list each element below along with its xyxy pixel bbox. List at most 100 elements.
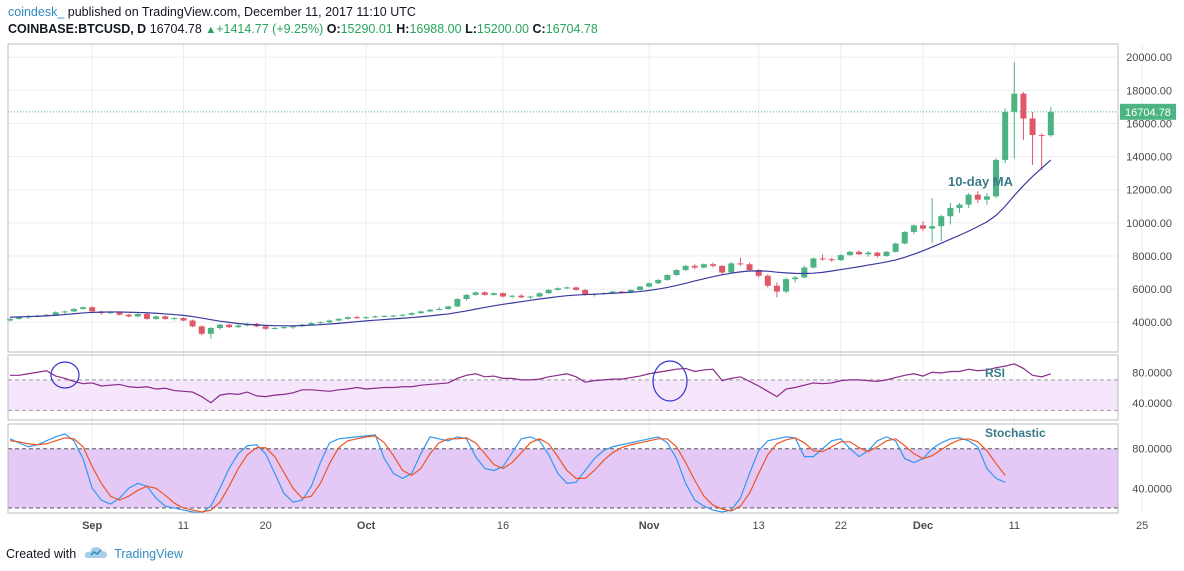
rsi-tick-label: 80.0000 bbox=[1132, 367, 1172, 379]
candle-body bbox=[719, 265, 726, 273]
candle-body bbox=[445, 306, 452, 309]
candle-body bbox=[682, 265, 689, 271]
candle-body bbox=[1002, 111, 1009, 160]
y-tick-label: 8000.00 bbox=[1132, 251, 1172, 263]
candle-body bbox=[61, 311, 68, 313]
candle-body bbox=[1029, 118, 1036, 136]
grid-lines bbox=[8, 44, 1143, 513]
open-label: O: bbox=[326, 22, 341, 36]
price-tag bbox=[1120, 103, 1176, 120]
candle-body bbox=[627, 289, 634, 293]
candle-body bbox=[134, 313, 141, 317]
x-tick-label: Dec bbox=[913, 520, 933, 532]
ma10-line bbox=[9, 159, 1052, 327]
candle-body bbox=[235, 325, 242, 328]
y-tick-label: 6000.00 bbox=[1132, 284, 1172, 296]
rsi-line-group bbox=[10, 363, 1052, 404]
ma-line-group bbox=[9, 159, 1052, 327]
candle-body bbox=[755, 270, 762, 276]
stoch-tick-label: 80.0000 bbox=[1132, 444, 1172, 456]
candle-body bbox=[983, 196, 990, 200]
close-value: 16704.78 bbox=[545, 22, 598, 36]
candle-body bbox=[746, 264, 753, 271]
candle-body bbox=[965, 194, 972, 205]
x-tick-label: 11 bbox=[178, 520, 189, 532]
candle-body bbox=[381, 315, 388, 317]
stoch-tick-label: 40.0000 bbox=[1132, 483, 1172, 495]
candle-body bbox=[554, 288, 561, 290]
candle-body bbox=[609, 291, 616, 294]
candle-body bbox=[710, 264, 717, 266]
candle-body bbox=[363, 317, 370, 319]
stoch-title: Stochastic bbox=[985, 426, 1046, 440]
candle-body bbox=[655, 279, 662, 284]
candle-body bbox=[125, 314, 132, 317]
low-value: 15200.00 bbox=[476, 22, 530, 36]
x-tick-label: 16 bbox=[497, 520, 509, 532]
rsi-band-fill bbox=[8, 379, 1118, 411]
candle-body bbox=[509, 295, 516, 297]
y-tick-label: 4000.00 bbox=[1132, 317, 1172, 329]
close-label: C: bbox=[532, 22, 546, 36]
candle-body bbox=[463, 294, 470, 300]
footer: Created with TradingView bbox=[6, 545, 183, 562]
candle-body bbox=[865, 252, 872, 255]
candle-body bbox=[52, 312, 59, 315]
candle-body bbox=[116, 312, 123, 315]
last-price: 16704.78 bbox=[149, 22, 202, 36]
stoch-k-line bbox=[9, 433, 1006, 514]
candle-body bbox=[892, 243, 899, 252]
created-with-label: Created with bbox=[6, 546, 77, 561]
candles-group bbox=[7, 62, 1118, 339]
candle-body bbox=[317, 322, 324, 324]
candle-body bbox=[1038, 135, 1045, 137]
y-tick-label: 18000.00 bbox=[1126, 85, 1172, 97]
candle-body bbox=[426, 309, 433, 312]
candle-body bbox=[143, 313, 150, 319]
candle-body bbox=[162, 316, 169, 319]
stoch-band bbox=[8, 448, 1118, 509]
x-tick-label: 13 bbox=[753, 520, 765, 532]
candle-body bbox=[80, 307, 87, 309]
candle-body bbox=[545, 289, 552, 294]
candle-body bbox=[390, 315, 397, 317]
candle-body bbox=[938, 216, 945, 227]
x-tick-label: Sep bbox=[82, 520, 102, 532]
candle-body bbox=[335, 318, 342, 321]
candle-body bbox=[89, 307, 96, 312]
candle-body bbox=[417, 311, 424, 314]
candle-body bbox=[408, 313, 415, 315]
ma-annotation: 10-day MA bbox=[948, 174, 1014, 189]
candle-body bbox=[454, 299, 461, 307]
y-tick-label: 14000.00 bbox=[1126, 152, 1172, 164]
candle-body bbox=[874, 252, 881, 256]
candle-body bbox=[837, 255, 844, 261]
candle-body bbox=[326, 320, 333, 323]
publisher-username[interactable]: coindesk_ bbox=[8, 5, 65, 19]
publish-line: coindesk_ published on TradingView.com, … bbox=[8, 5, 416, 19]
up-arrow-icon: ▲ bbox=[205, 24, 217, 36]
candle-body bbox=[171, 318, 178, 320]
candle-body bbox=[262, 326, 269, 329]
candle-body bbox=[518, 295, 525, 298]
candle-body bbox=[7, 318, 13, 321]
candle-body bbox=[910, 225, 917, 232]
candle-body bbox=[764, 275, 771, 286]
symbol-label: COINBASE:BTCUSD, D bbox=[8, 22, 147, 36]
low-label: L: bbox=[465, 22, 477, 36]
candle-body bbox=[737, 263, 744, 265]
tradingview-link[interactable]: TradingView bbox=[114, 546, 183, 561]
candle-body bbox=[308, 323, 315, 325]
candle-body bbox=[947, 207, 954, 217]
candle-body bbox=[810, 258, 817, 268]
candle-body bbox=[929, 226, 936, 229]
candle-body bbox=[472, 292, 479, 295]
x-tick-label: 25 bbox=[1136, 520, 1148, 532]
candle-body bbox=[901, 231, 908, 244]
open-value: 15290.01 bbox=[340, 22, 393, 36]
candle-body bbox=[271, 327, 278, 329]
candle-body bbox=[436, 308, 443, 310]
tradingview-cloud-icon bbox=[84, 545, 108, 562]
candle-body bbox=[207, 327, 214, 334]
